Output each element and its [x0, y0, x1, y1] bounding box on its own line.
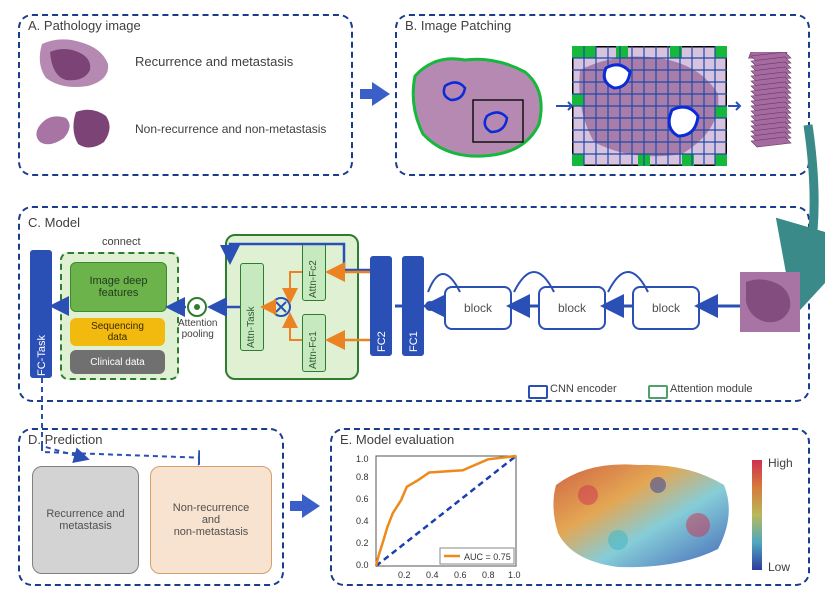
- pred-box-recurrence: Recurrence and metastasis: [32, 466, 139, 574]
- svg-text:0.2: 0.2: [398, 570, 411, 580]
- arrow-D-to-E: [302, 494, 320, 518]
- heatmap: [548, 455, 738, 575]
- svg-text:1.0: 1.0: [356, 454, 369, 464]
- legend-attn: Attention module: [670, 383, 753, 395]
- svg-text:0.4: 0.4: [356, 516, 369, 526]
- svg-text:0.6: 0.6: [454, 570, 467, 580]
- legend-cnn: CNN encoder: [550, 383, 617, 395]
- svg-text:0.2: 0.2: [356, 538, 369, 548]
- legend-attn-swatch: [648, 385, 668, 399]
- svg-text:0.8: 0.8: [482, 570, 495, 580]
- panelC-arrows: [0, 0, 820, 410]
- title-E: E. Model evaluation: [340, 432, 454, 447]
- colorbar: [752, 460, 762, 570]
- svg-text:0.4: 0.4: [426, 570, 439, 580]
- svg-text:0.8: 0.8: [356, 472, 369, 482]
- svg-text:0.0: 0.0: [356, 560, 369, 570]
- pred-box-nonrecurrence: Non-recurrence and non-metastasis: [150, 466, 272, 574]
- svg-text:1.0: 1.0: [508, 570, 521, 580]
- legend-cnn-swatch: [528, 385, 548, 399]
- colorbar-low: Low: [768, 560, 790, 574]
- roc-legend-text: AUC = 0.75: [464, 552, 511, 562]
- roc-chart: 0.0 0.2 0.4 0.6 0.8 1.0 0.2 0.4 0.6 0.8 1.0 AUC…: [348, 452, 528, 584]
- colorbar-high: High: [768, 456, 793, 470]
- svg-text:0.6: 0.6: [356, 494, 369, 504]
